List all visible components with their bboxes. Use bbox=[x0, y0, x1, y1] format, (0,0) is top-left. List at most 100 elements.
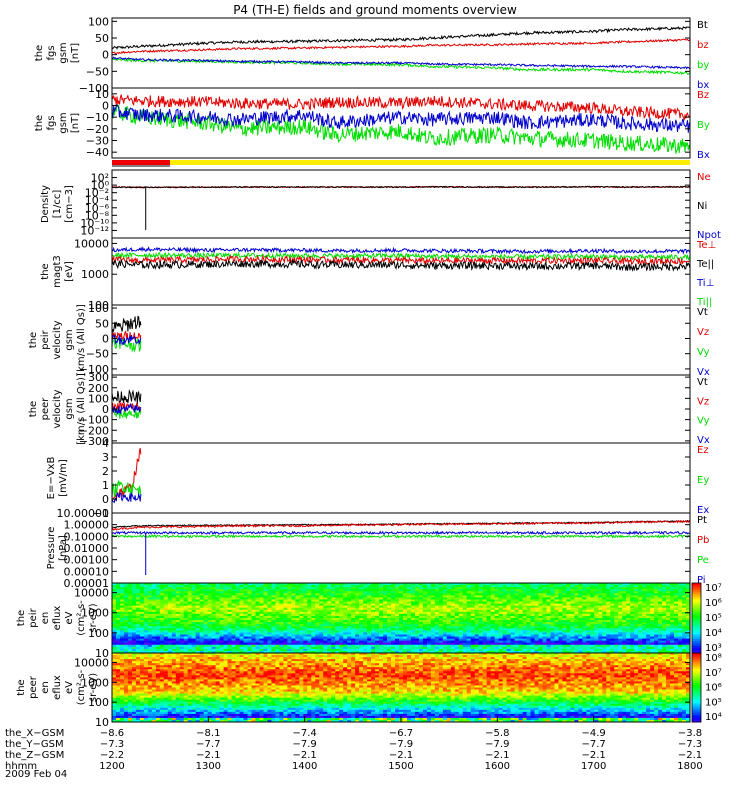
y-tick-label: 0 bbox=[102, 100, 109, 113]
legend-entry: Vz bbox=[697, 396, 709, 407]
y-tick-label: 10⁻⁸ bbox=[85, 209, 110, 222]
colorbar-label: 10⁴ bbox=[705, 712, 722, 723]
y-axis-label: [nPa] bbox=[58, 535, 69, 561]
y-tick-label: 2 bbox=[102, 465, 109, 478]
x-tick-label: −7.9 bbox=[389, 739, 413, 750]
legend-entry: Te⊥ bbox=[696, 240, 716, 251]
y-axis-label: the bbox=[34, 115, 45, 131]
y-tick-label: 100 bbox=[88, 392, 109, 405]
y-tick-label: 0 bbox=[102, 493, 109, 506]
x-tick-label: 1300 bbox=[196, 761, 221, 772]
y-tick-label: 1.00000 bbox=[64, 519, 110, 532]
y-tick-label: 10000 bbox=[74, 237, 109, 250]
series-line-By bbox=[112, 104, 690, 154]
y-tick-label: 0 bbox=[102, 332, 109, 345]
y-axis-label: the bbox=[40, 263, 51, 279]
colorbar-label: 10⁵ bbox=[705, 697, 722, 708]
x-tick-label: 1600 bbox=[485, 761, 510, 772]
x-tick-label: 1700 bbox=[581, 761, 606, 772]
series-line-Te⊥ bbox=[112, 254, 690, 266]
legend-entry: Ni bbox=[697, 201, 707, 212]
x-tick-label: −2.2 bbox=[100, 750, 124, 761]
y-tick-label: 100 bbox=[88, 696, 109, 709]
y-tick-label: 10000 bbox=[74, 587, 109, 600]
y-axis-label: (cm²-s- bbox=[76, 600, 87, 636]
series-line-Ey bbox=[112, 479, 142, 499]
legend-entry: Ex bbox=[697, 505, 709, 516]
y-tick-label: 200 bbox=[88, 382, 109, 395]
y-axis-label: [km/s (All Qs)] bbox=[76, 304, 87, 376]
y-axis-label: (cm²-s- bbox=[76, 669, 87, 705]
x-tick-label: −7.7 bbox=[196, 739, 220, 750]
y-axis-label: eV bbox=[64, 681, 75, 694]
x-axis: the_X−GSM −8.6 −8.1 −7.4 −6.7 −5.8 −4.9 −3.8 the… bbox=[5, 716, 703, 772]
x-tick-label: −2.1 bbox=[582, 750, 606, 761]
y-tick-label: 1000 bbox=[81, 607, 109, 620]
colorbar-label: 10⁷ bbox=[705, 583, 722, 594]
y-tick-label: 10 bbox=[95, 716, 109, 729]
y-axis-label: magt3 bbox=[52, 255, 63, 288]
y-axis-label: the bbox=[16, 679, 27, 695]
x-tick-label: −7.3 bbox=[100, 739, 124, 750]
series-line-Pb bbox=[112, 519, 690, 531]
series-line-Vt bbox=[112, 315, 142, 335]
x-tick-label: −7.4 bbox=[293, 728, 317, 739]
y-tick-label: 100 bbox=[88, 299, 109, 312]
panel-frame bbox=[111, 442, 691, 514]
series-line-Vx bbox=[112, 402, 142, 416]
y-axis-label: [eV] bbox=[64, 261, 75, 282]
series-line-Bt bbox=[112, 26, 690, 50]
legend-entry: Pt bbox=[697, 515, 707, 526]
panel-peer_spec: 10⁸ 10⁷ 10⁶ 10⁵ 10⁴ 10 100 1000 10000 the peer en ef… bbox=[16, 652, 722, 729]
y-axis-label: eflux bbox=[52, 675, 63, 700]
series-line-Bx bbox=[112, 103, 690, 133]
x-tick-label: −3.8 bbox=[678, 728, 702, 739]
legend-entry: Vx bbox=[697, 367, 710, 378]
series-group bbox=[112, 94, 690, 154]
y-axis-label: [mV/m] bbox=[58, 459, 69, 497]
legend-entry: Pb bbox=[697, 535, 709, 546]
y-tick-label: 100 bbox=[88, 302, 109, 315]
legend-entry: Vy bbox=[697, 347, 710, 358]
y-tick-label: 50 bbox=[95, 317, 109, 330]
colorbar-peer_spec: 10⁸ 10⁷ 10⁶ 10⁵ 10⁴ bbox=[691, 652, 722, 723]
series-group bbox=[112, 26, 690, 76]
x-row-label: the_Y−GSM bbox=[5, 739, 64, 750]
y-axis-label: en bbox=[40, 612, 51, 625]
legend-entry: by bbox=[697, 60, 709, 71]
colorbar-label: 10⁵ bbox=[705, 613, 722, 624]
y-tick-label: 1000 bbox=[81, 676, 109, 689]
y-axis-label: en bbox=[40, 681, 51, 694]
colorbar-label: 10⁶ bbox=[705, 598, 722, 609]
y-tick-label: 1000 bbox=[81, 268, 109, 281]
y-axis-label: gsm bbox=[64, 329, 75, 350]
x-tick-label: −7.9 bbox=[485, 739, 509, 750]
y-tick-label: 10⁻² bbox=[85, 187, 109, 200]
x-row-label: hhmm bbox=[5, 761, 37, 772]
y-tick-label: −20 bbox=[86, 123, 109, 136]
y-tick-label: −1 bbox=[93, 507, 109, 520]
y-tick-label: 0.00010 bbox=[64, 565, 110, 578]
panel-density: 10²10⁰10⁻²10⁻⁴10⁻⁶10⁻⁸10⁻¹⁰10⁻¹²Density[… bbox=[40, 169, 721, 241]
y-axis-label: peir bbox=[40, 329, 51, 349]
x-tick-label: −8.6 bbox=[100, 728, 124, 739]
y-axis-label: the bbox=[16, 610, 27, 626]
y-axis-label: sr-eV) bbox=[88, 673, 99, 702]
burst-bar-red bbox=[112, 160, 170, 165]
series-group bbox=[112, 519, 690, 575]
panel-frame bbox=[111, 304, 691, 376]
chart-title: P4 (TH-E) fields and ground moments over… bbox=[233, 3, 517, 17]
series-group bbox=[112, 185, 690, 230]
x-tick-label: 1200 bbox=[99, 761, 124, 772]
legend-entry: Bx bbox=[697, 150, 710, 161]
y-axis-label: [nT] bbox=[70, 113, 81, 133]
y-tick-label: 0 bbox=[102, 403, 109, 416]
legend-entry: Ey bbox=[697, 475, 709, 486]
y-axis-label: the bbox=[28, 401, 39, 417]
y-tick-label: −10 bbox=[86, 111, 109, 124]
y-tick-label: 10² bbox=[91, 172, 109, 185]
